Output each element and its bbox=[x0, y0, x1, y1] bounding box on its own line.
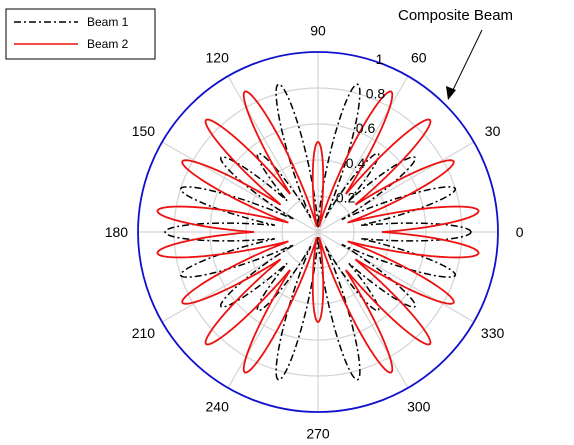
annotation-label: Composite Beam bbox=[398, 7, 513, 24]
series-beam-1 bbox=[164, 83, 472, 381]
angle-tick-330: 330 bbox=[481, 325, 505, 341]
angle-tick-labels: 0 30 60 90 120 150 180 210 240 270 300 330 bbox=[105, 22, 524, 441]
angle-tick-180: 180 bbox=[105, 224, 129, 240]
angle-tick-270: 270 bbox=[306, 426, 330, 442]
angle-tick-240: 240 bbox=[206, 399, 230, 415]
angle-tick-60: 60 bbox=[411, 49, 427, 65]
radial-tick-0.6: 0.6 bbox=[356, 120, 376, 136]
radial-tick-labels: 0.2 0.4 0.6 0.8 1 bbox=[336, 51, 385, 205]
angle-tick-300: 300 bbox=[407, 399, 431, 415]
angle-tick-30: 30 bbox=[485, 123, 501, 139]
grid-spoke bbox=[317, 231, 475, 323]
angle-tick-0: 0 bbox=[516, 224, 524, 240]
radial-tick-1: 1 bbox=[376, 51, 384, 67]
series-composite-beam bbox=[137, 51, 499, 413]
angle-tick-120: 120 bbox=[206, 49, 230, 65]
radial-tick-0.8: 0.8 bbox=[366, 86, 386, 102]
radial-tick-0.2: 0.2 bbox=[336, 189, 356, 205]
annotation-arrowhead bbox=[446, 86, 456, 100]
legend: Beam 1 Beam 2 bbox=[5, 8, 156, 60]
angle-tick-210: 210 bbox=[132, 325, 156, 341]
grid-spoke bbox=[317, 141, 475, 233]
angle-tick-150: 150 bbox=[132, 123, 156, 139]
annotation-arrow-line bbox=[451, 29, 483, 93]
angle-tick-90: 90 bbox=[310, 22, 326, 38]
grid-spoke bbox=[317, 75, 409, 233]
grid-spoke bbox=[161, 141, 319, 233]
legend-box bbox=[5, 8, 156, 60]
grid-spoke bbox=[161, 231, 319, 323]
grid-spoke bbox=[317, 231, 409, 389]
legend-label-beam-1: Beam 1 bbox=[87, 15, 129, 29]
composite-beam-annotation: Composite Beam bbox=[398, 7, 513, 100]
polar-grid bbox=[138, 52, 498, 412]
legend-label-beam-2: Beam 2 bbox=[87, 37, 129, 51]
series-layer bbox=[137, 51, 499, 413]
series-beam-2 bbox=[156, 90, 480, 374]
radial-tick-0.4: 0.4 bbox=[346, 155, 366, 171]
